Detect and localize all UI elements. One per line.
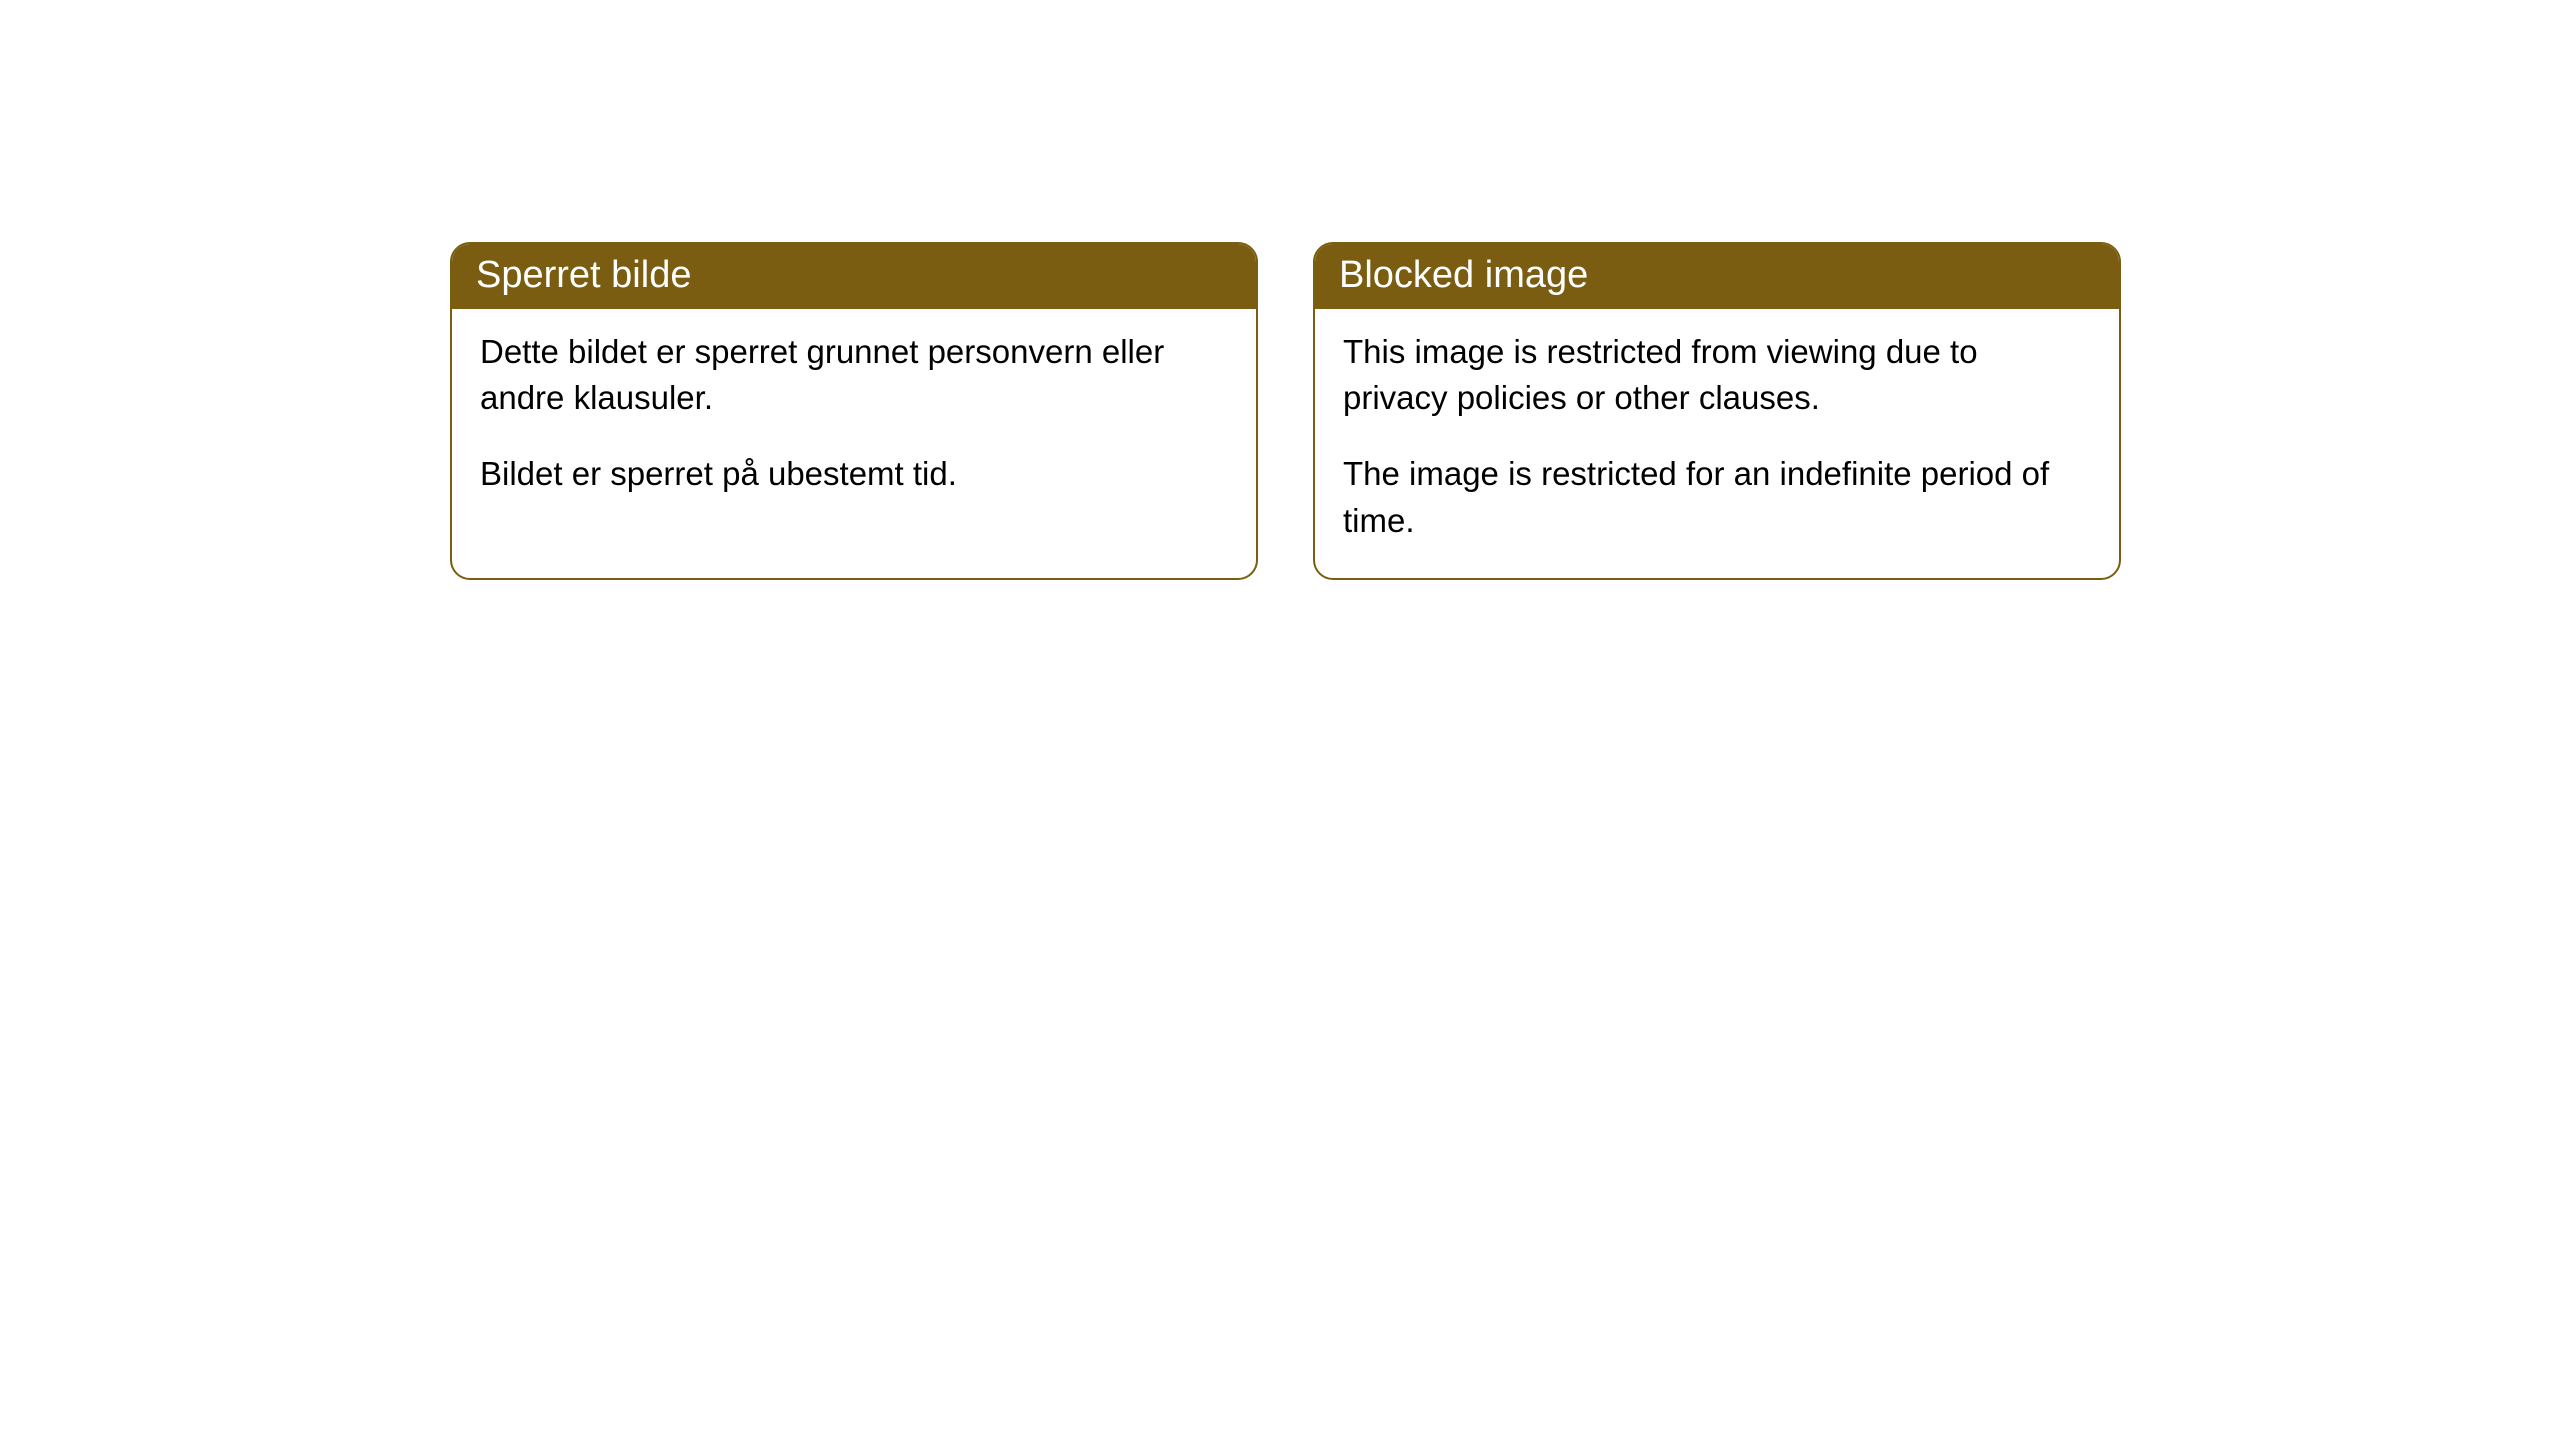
notice-card-norwegian: Sperret bilde Dette bildet er sperret gr… — [450, 242, 1258, 580]
notice-header-english: Blocked image — [1315, 244, 2119, 309]
notice-text-norwegian-2: Bildet er sperret på ubestemt tid. — [480, 451, 1228, 497]
notice-text-english-1: This image is restricted from viewing du… — [1343, 329, 2091, 421]
notice-text-english-2: The image is restricted for an indefinit… — [1343, 451, 2091, 543]
notice-container: Sperret bilde Dette bildet er sperret gr… — [0, 0, 2560, 580]
notice-body-english: This image is restricted from viewing du… — [1315, 309, 2119, 578]
notice-title-norwegian: Sperret bilde — [476, 254, 691, 296]
notice-card-english: Blocked image This image is restricted f… — [1313, 242, 2121, 580]
notice-text-norwegian-1: Dette bildet er sperret grunnet personve… — [480, 329, 1228, 421]
notice-body-norwegian: Dette bildet er sperret grunnet personve… — [452, 309, 1256, 566]
notice-header-norwegian: Sperret bilde — [452, 244, 1256, 309]
notice-title-english: Blocked image — [1339, 254, 1588, 296]
